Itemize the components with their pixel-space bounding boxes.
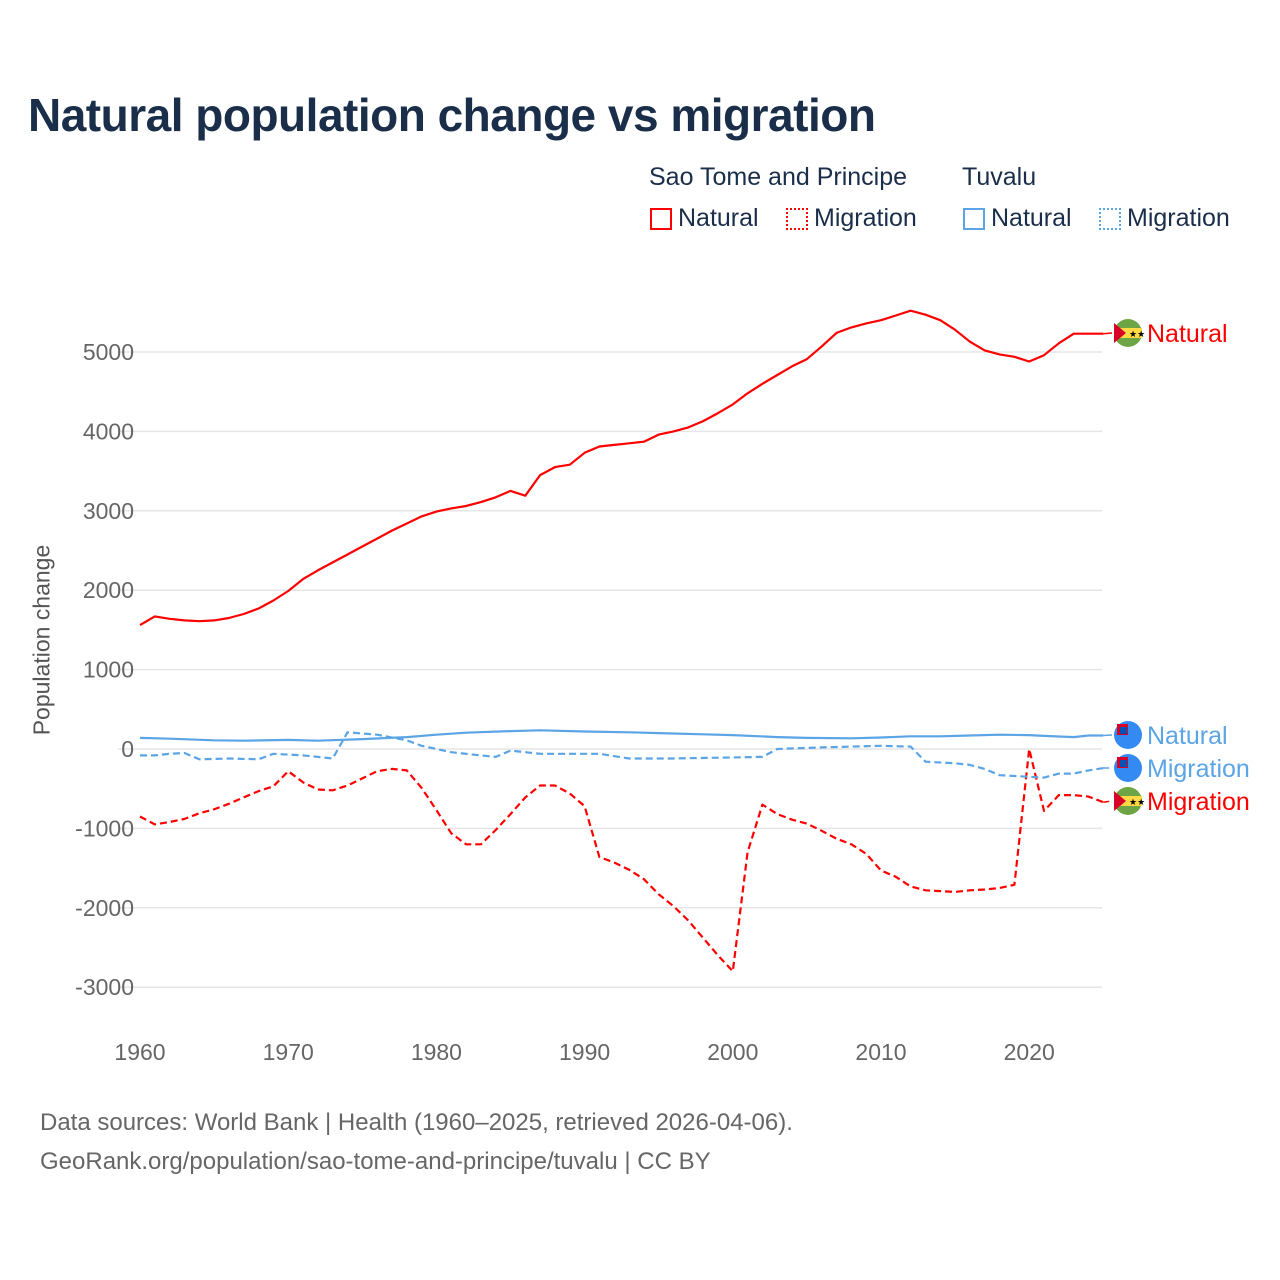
legend-swatch-dotted-red [786,207,808,230]
series-line-3 [140,731,1104,779]
y-tick-label: 5000 [83,339,134,365]
label-connector [1103,734,1113,737]
series-end-label: Migration [1147,788,1250,816]
legend-group-tuvalu: Tuvalu [962,163,1037,191]
source-line-1: Data sources: World Bank | Health (1960–… [40,1109,793,1136]
legend-label: Natural [991,204,1072,232]
stp-flag-stars: ★★ [1129,797,1145,807]
y-tick-label: -2000 [75,895,134,921]
series-end-label: Natural [1147,722,1228,750]
y-tick-label: 4000 [83,418,134,444]
y-tick-label: 0 [121,736,134,762]
x-tick-label: 2020 [1004,1039,1055,1065]
x-tick-label: 1960 [114,1039,165,1065]
y-tick-label: -1000 [75,815,134,841]
x-tick-label: 2010 [855,1039,906,1065]
series-line-0 [139,309,1104,627]
legend-label: Migration [1127,204,1230,232]
legend-group-stp: Sao Tome and Principe [649,163,908,191]
label-connector [1103,332,1113,335]
legend-tuvalu-natural[interactable]: Natural [963,204,1072,233]
tuvalu-flag-union [1120,760,1127,767]
y-tick-label: 1000 [83,657,134,683]
series-end-label: Natural [1147,320,1228,348]
tuvalu-flag-union [1120,727,1127,734]
y-tick-label: -3000 [75,974,134,1000]
label-connector [1103,800,1113,803]
legend-swatch-solid-blue [963,207,985,230]
stp-flag-stripe [1114,796,1142,806]
stp-flag-stars: ★★ [1129,329,1145,339]
x-tick-label: 2000 [707,1039,758,1065]
legend-swatch-solid-red [650,207,672,230]
x-tick-label: 1970 [263,1039,314,1065]
stp-flag-triangle [1114,323,1126,343]
series-end-label: Migration [1147,755,1250,783]
legend-stp-migration[interactable]: Migration [786,204,917,233]
chart-title: Natural population change vs migration [28,89,876,141]
x-tick-label: 1990 [559,1039,610,1065]
stp-flag-stripe [1114,328,1142,338]
legend-stp-natural[interactable]: Natural [650,204,759,233]
series-line-2 [139,729,1104,742]
y-tick-label: 2000 [83,577,134,603]
y-tick-label: 3000 [83,498,134,524]
stp-flag-triangle [1114,791,1126,811]
x-tick-label: 1980 [411,1039,462,1065]
legend-label: Migration [814,204,917,232]
legend-tuvalu-migration[interactable]: Migration [1099,204,1230,233]
legend-label: Natural [678,204,759,232]
legend-swatch-dotted-blue [1099,207,1121,230]
source-line-2[interactable]: GeoRank.org/population/sao-tome-and-prin… [40,1148,711,1175]
series-line-1 [139,747,1104,973]
